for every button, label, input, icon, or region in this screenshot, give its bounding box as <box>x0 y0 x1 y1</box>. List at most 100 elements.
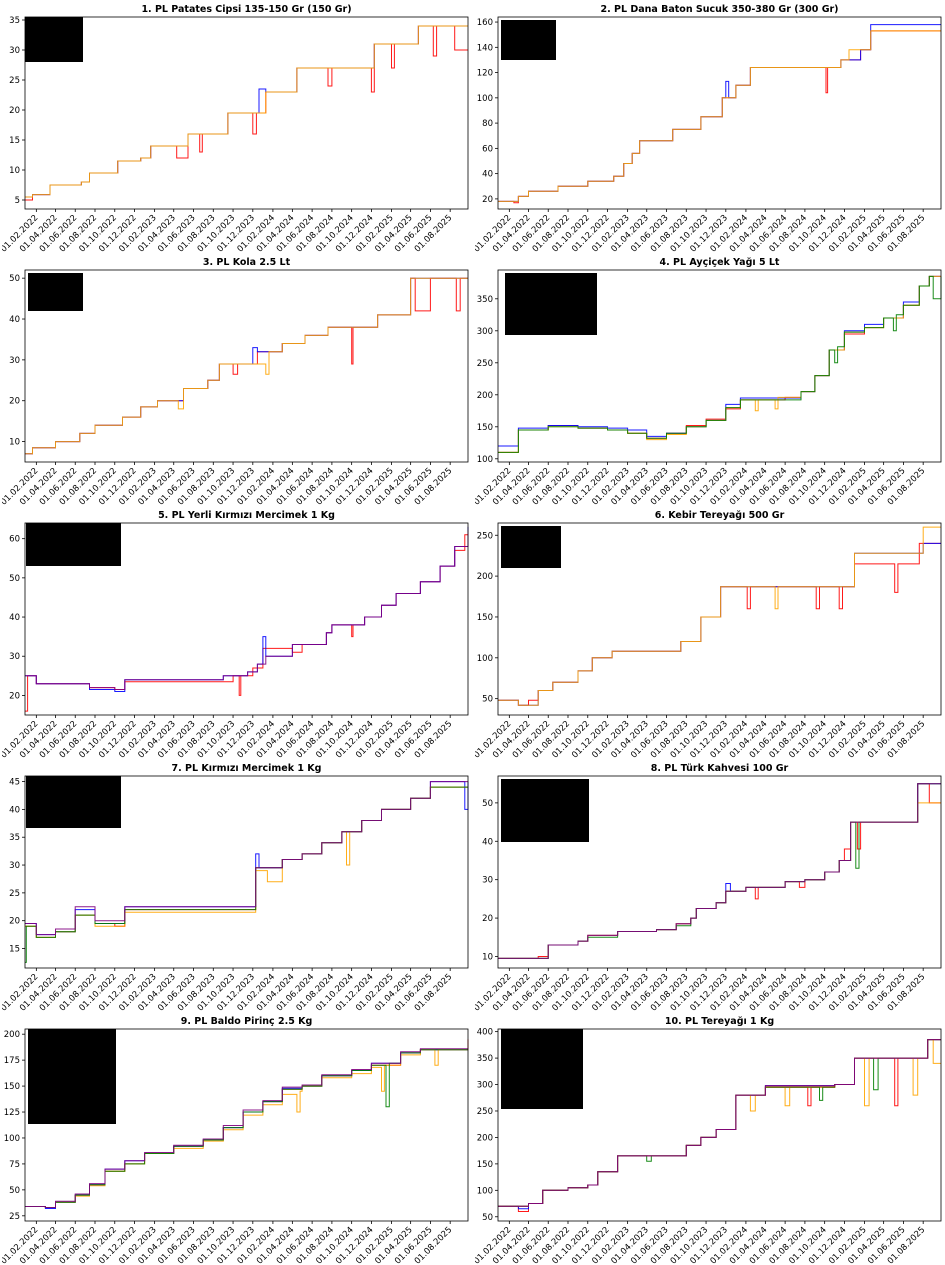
y-tick-label: 50 <box>9 1186 20 1196</box>
plot-frame <box>24 522 469 716</box>
chart-title: 10. PL Tereyağı 1 Kg <box>665 1016 774 1027</box>
chart-svg: 6. Kebir Tereyağı 500 Gr5010015020025001… <box>475 510 942 759</box>
y-tick-label: 50 <box>482 1213 493 1223</box>
y-tick-label: 300 <box>477 1081 493 1091</box>
y-tick-label: 45 <box>9 778 20 788</box>
chart-panel-1: 1. PL Patates Cipsi 135-150 Gr (150 Gr) 5… <box>2 0 472 253</box>
y-tick-label: 140 <box>477 43 493 53</box>
legend-redaction-box <box>501 20 556 60</box>
plot-frame <box>497 16 942 210</box>
legend-redaction-box <box>501 779 589 842</box>
y-tick-label: 40 <box>9 315 20 325</box>
y-tick-label: 30 <box>9 652 20 662</box>
chart-title: 1. PL Patates Cipsi 135-150 Gr (150 Gr) <box>141 4 351 15</box>
series-line-1 <box>498 542 941 706</box>
series-line-5 <box>25 1048 468 1208</box>
y-tick-label: 35 <box>9 833 20 843</box>
plot-frame <box>497 522 942 716</box>
legend-redaction-box <box>26 523 121 566</box>
chart-title: 6. Kebir Tereyağı 500 Gr <box>655 510 785 521</box>
y-tick-label: 50 <box>482 799 493 809</box>
plot-frame <box>24 269 469 463</box>
y-tick-label: 20 <box>9 106 20 116</box>
y-tick-label: 25 <box>9 1212 20 1222</box>
legend-redaction-box <box>501 526 561 568</box>
y-tick-label: 125 <box>4 1108 20 1118</box>
y-tick-label: 75 <box>9 1160 20 1170</box>
series-line-6 <box>498 1039 941 1207</box>
plot-frame <box>497 269 942 463</box>
chart-panel-4: 4. PL Ayçiçek Yağı 5 Lt 100 150 200 250 300 35… <box>475 253 945 506</box>
chart-panel-6: 6. Kebir Tereyağı 500 Gr 50 100 150 200 250 01… <box>475 506 945 759</box>
chart-svg: 2. PL Dana Baton Sucuk 350-380 Gr (300 G… <box>475 4 942 253</box>
plot-frame <box>24 775 469 969</box>
chart-panel-7: 7. PL Kırmızı Mercimek 1 Kg 15 20 25 30 35 40 4… <box>2 759 472 1012</box>
y-tick-label: 100 <box>477 654 493 664</box>
series-line-3 <box>25 25 468 198</box>
chart-panel-8: 8. PL Türk Kahvesi 100 Gr 10 20 30 40 50 01.02… <box>475 759 945 1012</box>
y-tick-label: 250 <box>477 531 493 541</box>
y-tick-label: 150 <box>4 1082 20 1092</box>
chart-svg: 7. PL Kırmızı Mercimek 1 Kg 15 20 25 30 35 40 4… <box>2 763 469 1012</box>
chart-title: 2. PL Dana Baton Sucuk 350-380 Gr (300 G… <box>600 4 838 15</box>
y-tick-label: 35 <box>9 16 20 26</box>
chart-panel-2: 2. PL Dana Baton Sucuk 350-380 Gr (300 G… <box>475 0 945 253</box>
chart-svg: 4. PL Ayçiçek Yağı 5 Lt 100 150 200 250 300 35… <box>475 257 942 506</box>
legend-redaction-box <box>505 273 597 335</box>
chart-panel-10: 10. PL Tereyağı 1 Kg 50 100 150 200 250 300 350… <box>475 1012 945 1265</box>
y-tick-label: 400 <box>477 1028 493 1038</box>
y-tick-label: 100 <box>477 94 493 104</box>
chart-panel-5: 5. PL Yerli Kırmızı Mercimek 1 Kg 20 30 40 5… <box>2 506 472 759</box>
y-tick-label: 30 <box>482 876 493 886</box>
chart-svg: 8. PL Türk Kahvesi 100 Gr102030405001.02… <box>475 763 942 1012</box>
chart-title: 3. PL Kola 2.5 Lt <box>203 257 291 268</box>
plot-frame <box>24 1028 469 1222</box>
y-tick-label: 350 <box>477 295 493 305</box>
y-tick-label: 15 <box>9 136 20 146</box>
chart-title: 8. PL Türk Kahvesi 100 Gr <box>651 763 789 774</box>
y-tick-label: 50 <box>482 695 493 705</box>
series-line-5 <box>25 781 468 936</box>
series-line-3 <box>498 526 941 706</box>
y-tick-label: 40 <box>482 837 493 847</box>
series-line-2 <box>25 25 468 198</box>
y-tick-label: 50 <box>9 574 20 584</box>
y-tick-label: 50 <box>9 274 20 284</box>
y-tick-label: 30 <box>9 861 20 871</box>
chart-svg: 5. PL Yerli Kırmızı Mercimek 1 Kg 20 30 40 5… <box>2 510 469 759</box>
y-tick-label: 10 <box>9 166 20 176</box>
series-line-2 <box>498 542 941 706</box>
series-line-4 <box>498 275 942 453</box>
y-tick-label: 200 <box>4 1030 20 1040</box>
y-tick-label: 250 <box>477 359 493 369</box>
y-tick-label: 20 <box>9 691 20 701</box>
y-tick-label: 40 <box>482 170 493 180</box>
y-tick-label: 200 <box>477 391 493 401</box>
series-line-3 <box>498 30 941 202</box>
y-tick-label: 300 <box>477 327 493 337</box>
y-tick-label: 40 <box>9 613 20 623</box>
chart-panel-9: 9. PL Baldo Pirinç 2.5 Kg 25 50 75 100 125 150… <box>2 1012 472 1265</box>
series-line-1 <box>25 277 468 455</box>
y-tick-label: 120 <box>477 69 493 79</box>
y-tick-label: 25 <box>9 889 20 899</box>
y-tick-label: 10 <box>9 438 20 448</box>
y-tick-label: 175 <box>4 1056 20 1066</box>
y-tick-label: 20 <box>482 195 493 205</box>
series-line-5 <box>498 783 941 959</box>
chart-title: 5. PL Yerli Kırmızı Mercimek 1 Kg <box>158 510 335 521</box>
y-tick-label: 100 <box>4 1134 20 1144</box>
chart-title: 9. PL Baldo Pirinç 2.5 Kg <box>181 1016 313 1027</box>
chart-title: 4. PL Ayçiçek Yağı 5 Lt <box>660 257 780 268</box>
y-tick-label: 100 <box>477 455 493 465</box>
chart-svg: 9. PL Baldo Pirinç 2.5 Kg 25 50 75 100 125 150… <box>2 1016 469 1265</box>
y-tick-label: 20 <box>9 917 20 927</box>
y-tick-label: 150 <box>477 1160 493 1170</box>
plot-frame <box>24 16 469 210</box>
y-tick-label: 25 <box>9 76 20 86</box>
legend-redaction-box <box>25 17 83 62</box>
y-tick-label: 60 <box>482 144 493 154</box>
y-tick-label: 200 <box>477 572 493 582</box>
series-line-2 <box>25 277 468 455</box>
chart-panel-3: 3. PL Kola 2.5 Lt 10 20 30 40 50 01.02.2022 01.… <box>2 253 472 506</box>
